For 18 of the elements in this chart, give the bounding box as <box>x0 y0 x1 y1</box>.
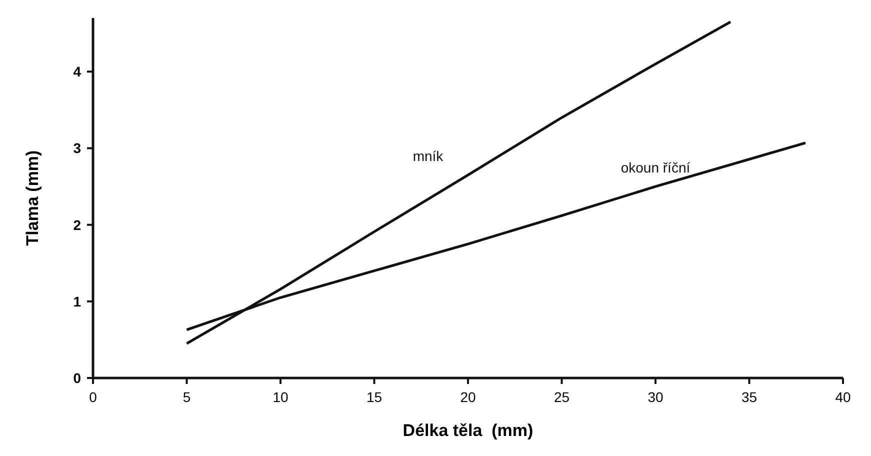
series-label: mník <box>412 148 444 164</box>
x-tick-label: 30 <box>648 389 664 405</box>
x-tick-label: 35 <box>741 389 758 405</box>
x-axis-title: Délka těla (mm) <box>402 421 534 440</box>
y-tick-label: 0 <box>73 370 82 386</box>
x-tick-label: 0 <box>89 389 98 405</box>
series-label: okoun říční <box>620 160 690 176</box>
x-tick-label: 5 <box>182 389 191 405</box>
x-tick-label: 10 <box>272 389 288 405</box>
x-tick-label: 20 <box>460 389 476 405</box>
y-tick-label: 2 <box>73 216 82 233</box>
x-tick-label: 15 <box>366 389 382 405</box>
y-tick-label: 1 <box>73 293 82 310</box>
x-tick-label: 40 <box>835 389 851 405</box>
y-axis-title: Tlama (mm) <box>23 150 42 246</box>
x-tick-label: 25 <box>554 389 570 405</box>
y-tick-label: 3 <box>73 140 82 156</box>
y-tick-label: 4 <box>73 64 82 80</box>
